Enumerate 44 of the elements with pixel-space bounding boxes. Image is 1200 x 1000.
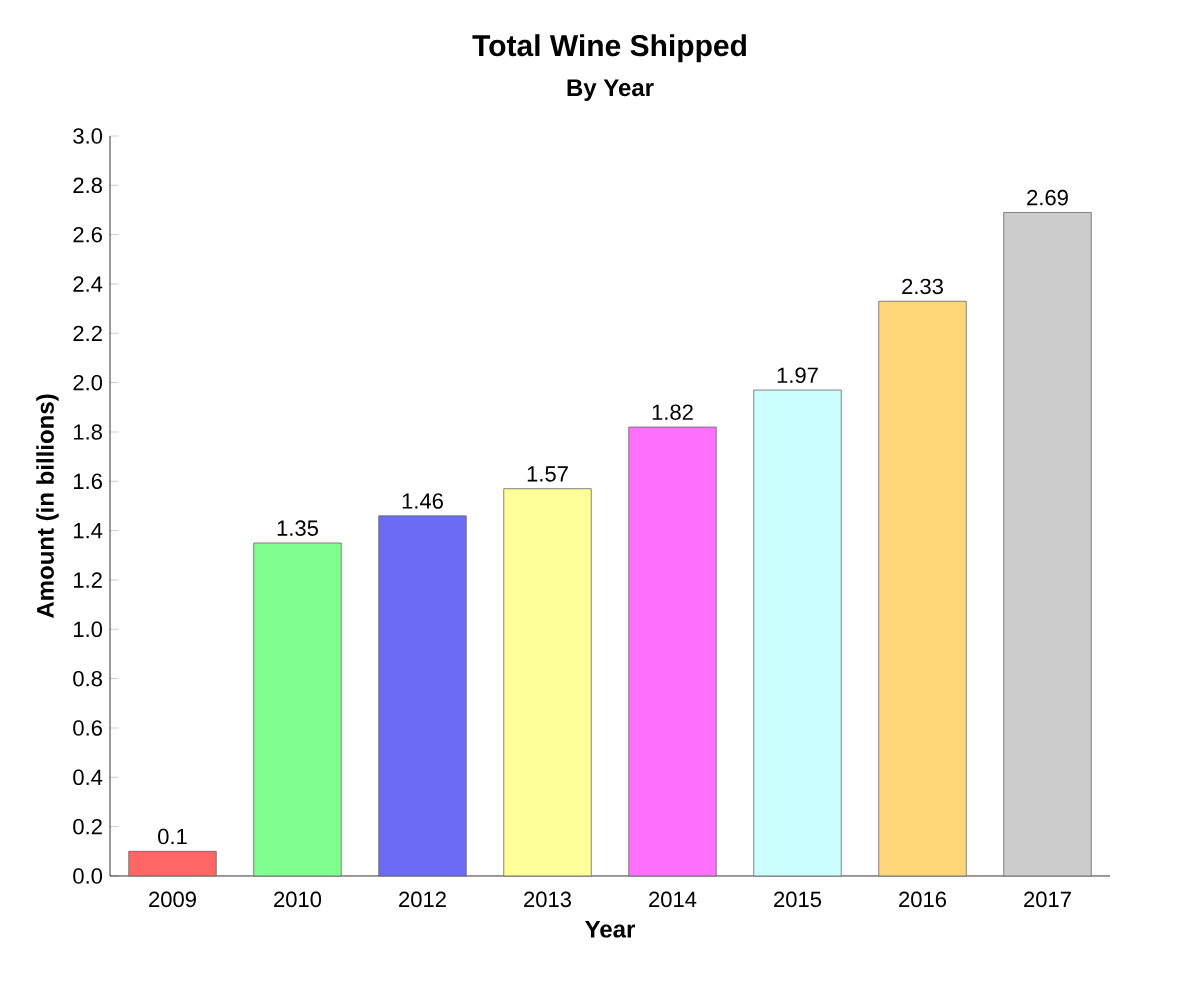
x-tick-label: 2013 (524, 891, 571, 908)
bar (628, 426, 717, 877)
y-tick-label: 0.0 (73, 868, 103, 884)
y-tick-label: 1.2 (74, 572, 102, 588)
data-label: 1.35 (277, 520, 318, 536)
y-tick-label: 0.4 (73, 769, 103, 786)
y-tick-label: 2.0 (73, 374, 103, 391)
y-tick-label: 2.8 (73, 177, 102, 194)
data-label: 2.33 (902, 278, 943, 295)
y-tick-label: 1.8 (74, 424, 102, 440)
x-tick-label: 2014 (649, 891, 697, 908)
bar (753, 389, 842, 877)
bar (378, 515, 467, 877)
bar (128, 850, 217, 877)
y-tick-label: 0.6 (73, 720, 102, 736)
x-tick-label: 2015 (774, 891, 822, 908)
bar (253, 542, 342, 877)
y-tick-label: 1.4 (74, 523, 103, 539)
bar (878, 300, 967, 877)
data-label: 1.82 (652, 404, 693, 420)
x-tick-label: 2010 (274, 891, 322, 908)
x-tick-label: 2016 (899, 891, 946, 908)
y-tick-label: 3.0 (73, 128, 103, 144)
data-label: 1.57 (527, 466, 568, 482)
y-tick-label: 0.8 (73, 670, 102, 687)
data-label: 1.97 (777, 367, 818, 383)
y-axis-title: Amount (in billions) (36, 394, 59, 619)
y-tick-label: 2.6 (73, 226, 102, 243)
y-tick-label: 1.0 (74, 621, 103, 638)
data-label: 0.1 (158, 828, 187, 845)
x-axis-title: Year (585, 920, 635, 938)
data-label: 1.46 (402, 493, 443, 509)
bar (1003, 212, 1092, 877)
y-tick-label: 2.2 (73, 325, 102, 341)
chart-subtitle: By Year (567, 79, 654, 101)
y-tick-label: 1.6 (74, 473, 102, 490)
x-tick-label: 2009 (149, 891, 196, 908)
x-tick-label: 2017 (1024, 891, 1071, 908)
bar (503, 488, 592, 877)
y-tick-label: 2.4 (73, 276, 103, 292)
y-tick-label: 0.2 (73, 818, 102, 835)
chart-title: Total Wine Shipped (472, 34, 746, 63)
data-label: 2.69 (1027, 189, 1068, 206)
x-tick-label: 2012 (399, 891, 446, 908)
